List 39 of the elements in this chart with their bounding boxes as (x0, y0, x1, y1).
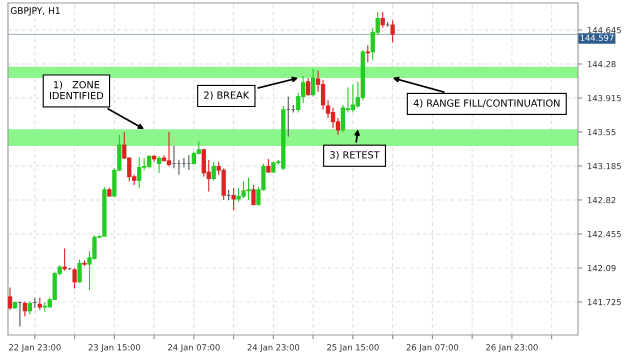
candlestick (156, 156, 162, 174)
y-tick-label: 144.645 (588, 26, 621, 34)
candlestick (212, 161, 216, 181)
candlestick (251, 184, 256, 206)
candlestick (77, 259, 82, 284)
candlestick (62, 248, 67, 272)
annotation: 1) ZONE IDENTIFIED (50, 80, 104, 100)
y-tick-label: 142.82 (588, 196, 616, 204)
candlestick (380, 11, 385, 28)
y-tick-label: 143.55 (588, 128, 616, 136)
x-tick-label: 25 Jan 15:00 (327, 344, 379, 352)
x-tick-label: 26 Jan 23:00 (486, 344, 538, 352)
candlestick (28, 300, 32, 316)
ref-line-label: 144.597 (580, 34, 614, 41)
y-tick-label: 143.915 (588, 94, 621, 102)
candlestick (266, 158, 271, 174)
y-tick-label: 143.185 (588, 162, 621, 170)
candlestick (22, 300, 28, 317)
y-tick-label: 142.455 (588, 230, 621, 238)
y-tick-label: 144.28 (588, 60, 616, 68)
candlestick (310, 68, 316, 98)
candlestick (72, 267, 77, 289)
y-tick-label: 141.725 (588, 298, 621, 306)
x-tick-label: 26 Jan 07:00 (406, 344, 458, 352)
candlestick (8, 286, 12, 310)
x-tick-label: 24 Jan 23:00 (248, 344, 300, 352)
annotation: 3) RETEST (330, 151, 380, 160)
candlestick (390, 20, 395, 44)
candlestick (38, 297, 42, 310)
chart-title: GBPJPY, H1 (10, 7, 60, 16)
candlestick (306, 77, 310, 96)
y-tick-label: 142.09 (588, 264, 616, 272)
candlestick (366, 44, 370, 63)
candlestick (231, 187, 236, 211)
x-tick-label: 24 Jan 07:00 (168, 344, 220, 352)
annotation: 4) RANGE FILL/CONTINUATION (414, 99, 560, 108)
x-tick-label: 22 Jan 23:00 (9, 344, 61, 352)
annotation: 2) BREAK (204, 91, 250, 100)
x-tick-label: 23 Jan 15:00 (88, 344, 140, 352)
